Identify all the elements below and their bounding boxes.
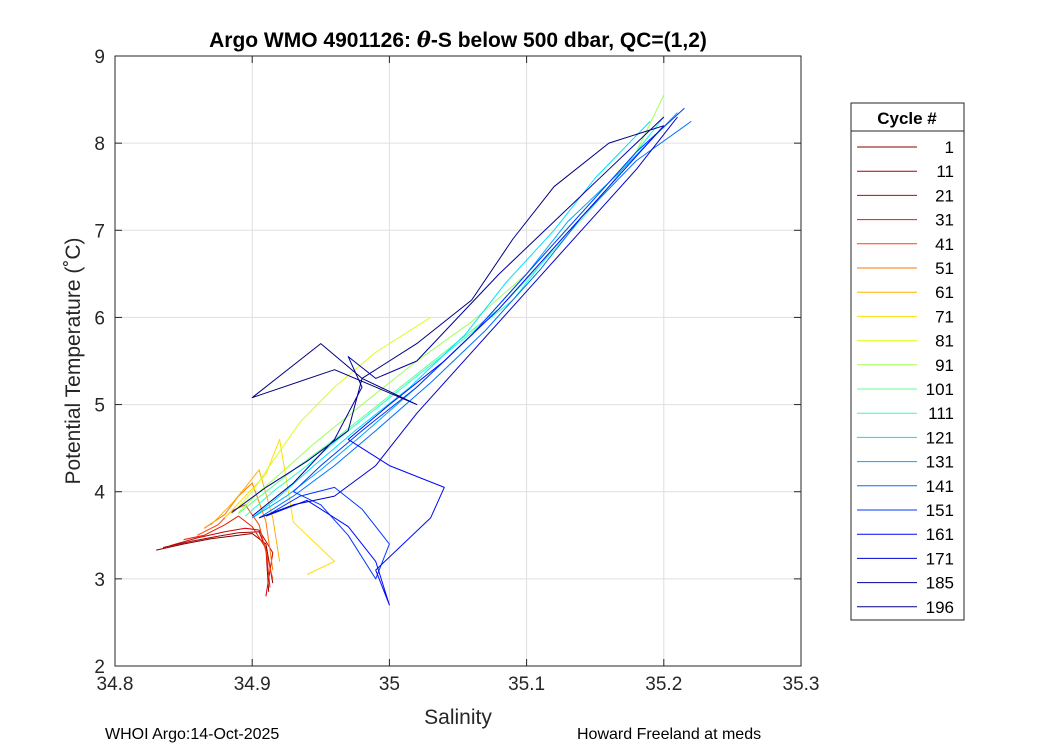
x-axis-label: Salinity [424,706,492,729]
x-tick-label: 35 [379,674,400,695]
y-tick-label: 2 [94,657,105,678]
y-axis-label: Potential Temperature (˚C) [62,237,85,484]
series-line-cycle-121 [251,121,651,519]
y-tick-label: 6 [94,308,105,329]
series-line-cycle-51 [203,482,274,571]
series-line-cycle-31 [183,515,271,588]
legend-label-111: 111 [928,404,954,423]
legend-label-51: 51 [935,259,954,278]
series-line-cycle-1 [156,533,274,584]
legend-label-196: 196 [926,598,954,617]
series-line-cycle-71 [224,438,335,575]
plot-frame [114,55,802,667]
legend-label-121: 121 [926,428,954,447]
footer-left: WHOI Argo:14-Oct-2025 [105,726,280,743]
series-line-cycle-21 [169,527,274,597]
series-layer [156,94,692,606]
legend-label-101: 101 [926,380,954,399]
series-line-cycle-185 [251,116,665,517]
legend: Cycle # 11121314151617181911011111211311… [850,102,965,621]
legend-label-61: 61 [935,283,954,302]
legend-label-31: 31 [935,211,954,230]
x-tick-label: 35.2 [645,674,682,695]
x-tick-label: 34.8 [97,674,134,695]
x-tick-label: 34.9 [234,674,271,695]
legend-label-171: 171 [926,549,954,568]
legend-label-11: 11 [936,162,954,181]
legend-title: Cycle # [877,109,937,128]
chart-title: Argo WMO 4901126: θ-S below 500 dbar, QC… [209,27,707,52]
y-tick-label: 5 [94,396,105,417]
legend-label-151: 151 [926,501,954,520]
plot-area [115,56,801,666]
ticks: 34.8 34.9 35 35.1 35.2 35.3 2 3 4 5 6 7 8 9 [94,47,819,695]
legend-label-185: 185 [926,574,954,593]
series-line-cycle-161 [265,125,665,606]
title-suffix: -S below 500 dbar, QC=(1,2) [431,29,707,52]
x-tick-label: 35.3 [783,674,820,695]
legend-label-161: 161 [926,525,954,544]
legend-label-91: 91 [935,356,954,375]
series-line-cycle-196 [231,125,664,514]
series-line-cycle-81 [231,316,431,515]
legend-label-71: 71 [935,307,954,326]
legend-label-141: 141 [926,477,954,496]
y-tick-label: 3 [94,570,105,591]
legend-items: 1112131415161718191101111121131141151161… [857,138,954,617]
legend-label-81: 81 [935,332,954,351]
series-line-cycle-171 [258,116,678,519]
series-line-cycle-61 [210,469,281,562]
legend-label-21: 21 [935,186,954,205]
x-tick-label: 35.1 [508,674,545,695]
legend-label-131: 131 [926,453,954,472]
legend-label-1: 1 [945,138,954,157]
y-tick-label: 9 [94,47,105,68]
y-tick-label: 8 [94,134,105,155]
footer-right: Howard Freeland at meds [577,726,762,743]
series-line-cycle-141 [258,120,692,519]
y-tick-label: 7 [94,221,105,242]
series-line-cycle-151 [265,107,685,580]
y-tick-label: 4 [94,483,105,504]
title-prefix: Argo WMO 4901126: [209,29,417,52]
legend-label-41: 41 [935,235,954,254]
title-theta: θ [417,27,431,52]
